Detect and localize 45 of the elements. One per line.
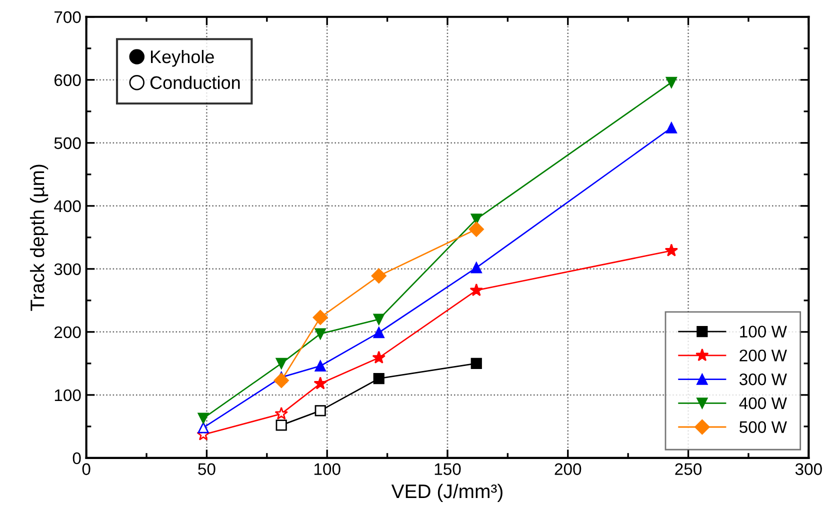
y-tick-label: 600 xyxy=(54,74,81,86)
point xyxy=(373,314,384,325)
y-tick-label: 500 xyxy=(54,137,81,150)
y-axis-title: Track depth (µm) xyxy=(30,164,48,311)
legend-label: 500 W xyxy=(740,421,787,433)
point xyxy=(470,358,482,369)
point xyxy=(314,376,327,390)
point xyxy=(276,358,287,369)
point xyxy=(373,327,384,338)
y-tick-label: 0 xyxy=(72,452,81,464)
x-axis-title: VED (J/mm³) xyxy=(391,484,502,502)
point xyxy=(666,122,677,134)
point xyxy=(470,283,484,296)
point xyxy=(470,262,482,274)
x-tick-label: 50 xyxy=(198,463,216,476)
x-tick-label: 100 xyxy=(314,463,340,476)
legend-label: 200 W xyxy=(740,350,787,362)
legend-label: 100 W xyxy=(740,326,787,338)
annotation: Conduction xyxy=(150,76,240,90)
point xyxy=(666,76,677,88)
x-tick-label: 300 xyxy=(795,463,822,476)
y-tick-label: 100 xyxy=(54,389,81,402)
point xyxy=(372,350,386,364)
point xyxy=(371,268,386,284)
y-tick-label: 400 xyxy=(54,200,81,212)
y-tick-label: 700 xyxy=(54,11,81,24)
annotation: Keyhole xyxy=(150,50,214,67)
point xyxy=(314,328,326,340)
y-tick-label: 200 xyxy=(54,326,81,338)
legend-label: 400 W xyxy=(739,397,787,410)
x-tick-label: 150 xyxy=(434,463,461,476)
legend-label: 300 W xyxy=(739,373,787,386)
x-tick-label: 250 xyxy=(675,463,702,476)
point xyxy=(314,405,326,416)
point xyxy=(468,222,484,237)
point xyxy=(198,412,209,424)
point xyxy=(664,244,678,256)
point xyxy=(274,372,289,388)
x-tick-label: 200 xyxy=(554,463,582,476)
x-tick-label: 0 xyxy=(82,463,90,476)
point xyxy=(314,360,326,372)
point xyxy=(312,310,328,326)
point xyxy=(276,420,287,431)
y-tick-label: 300 xyxy=(54,263,81,276)
point xyxy=(373,373,384,384)
